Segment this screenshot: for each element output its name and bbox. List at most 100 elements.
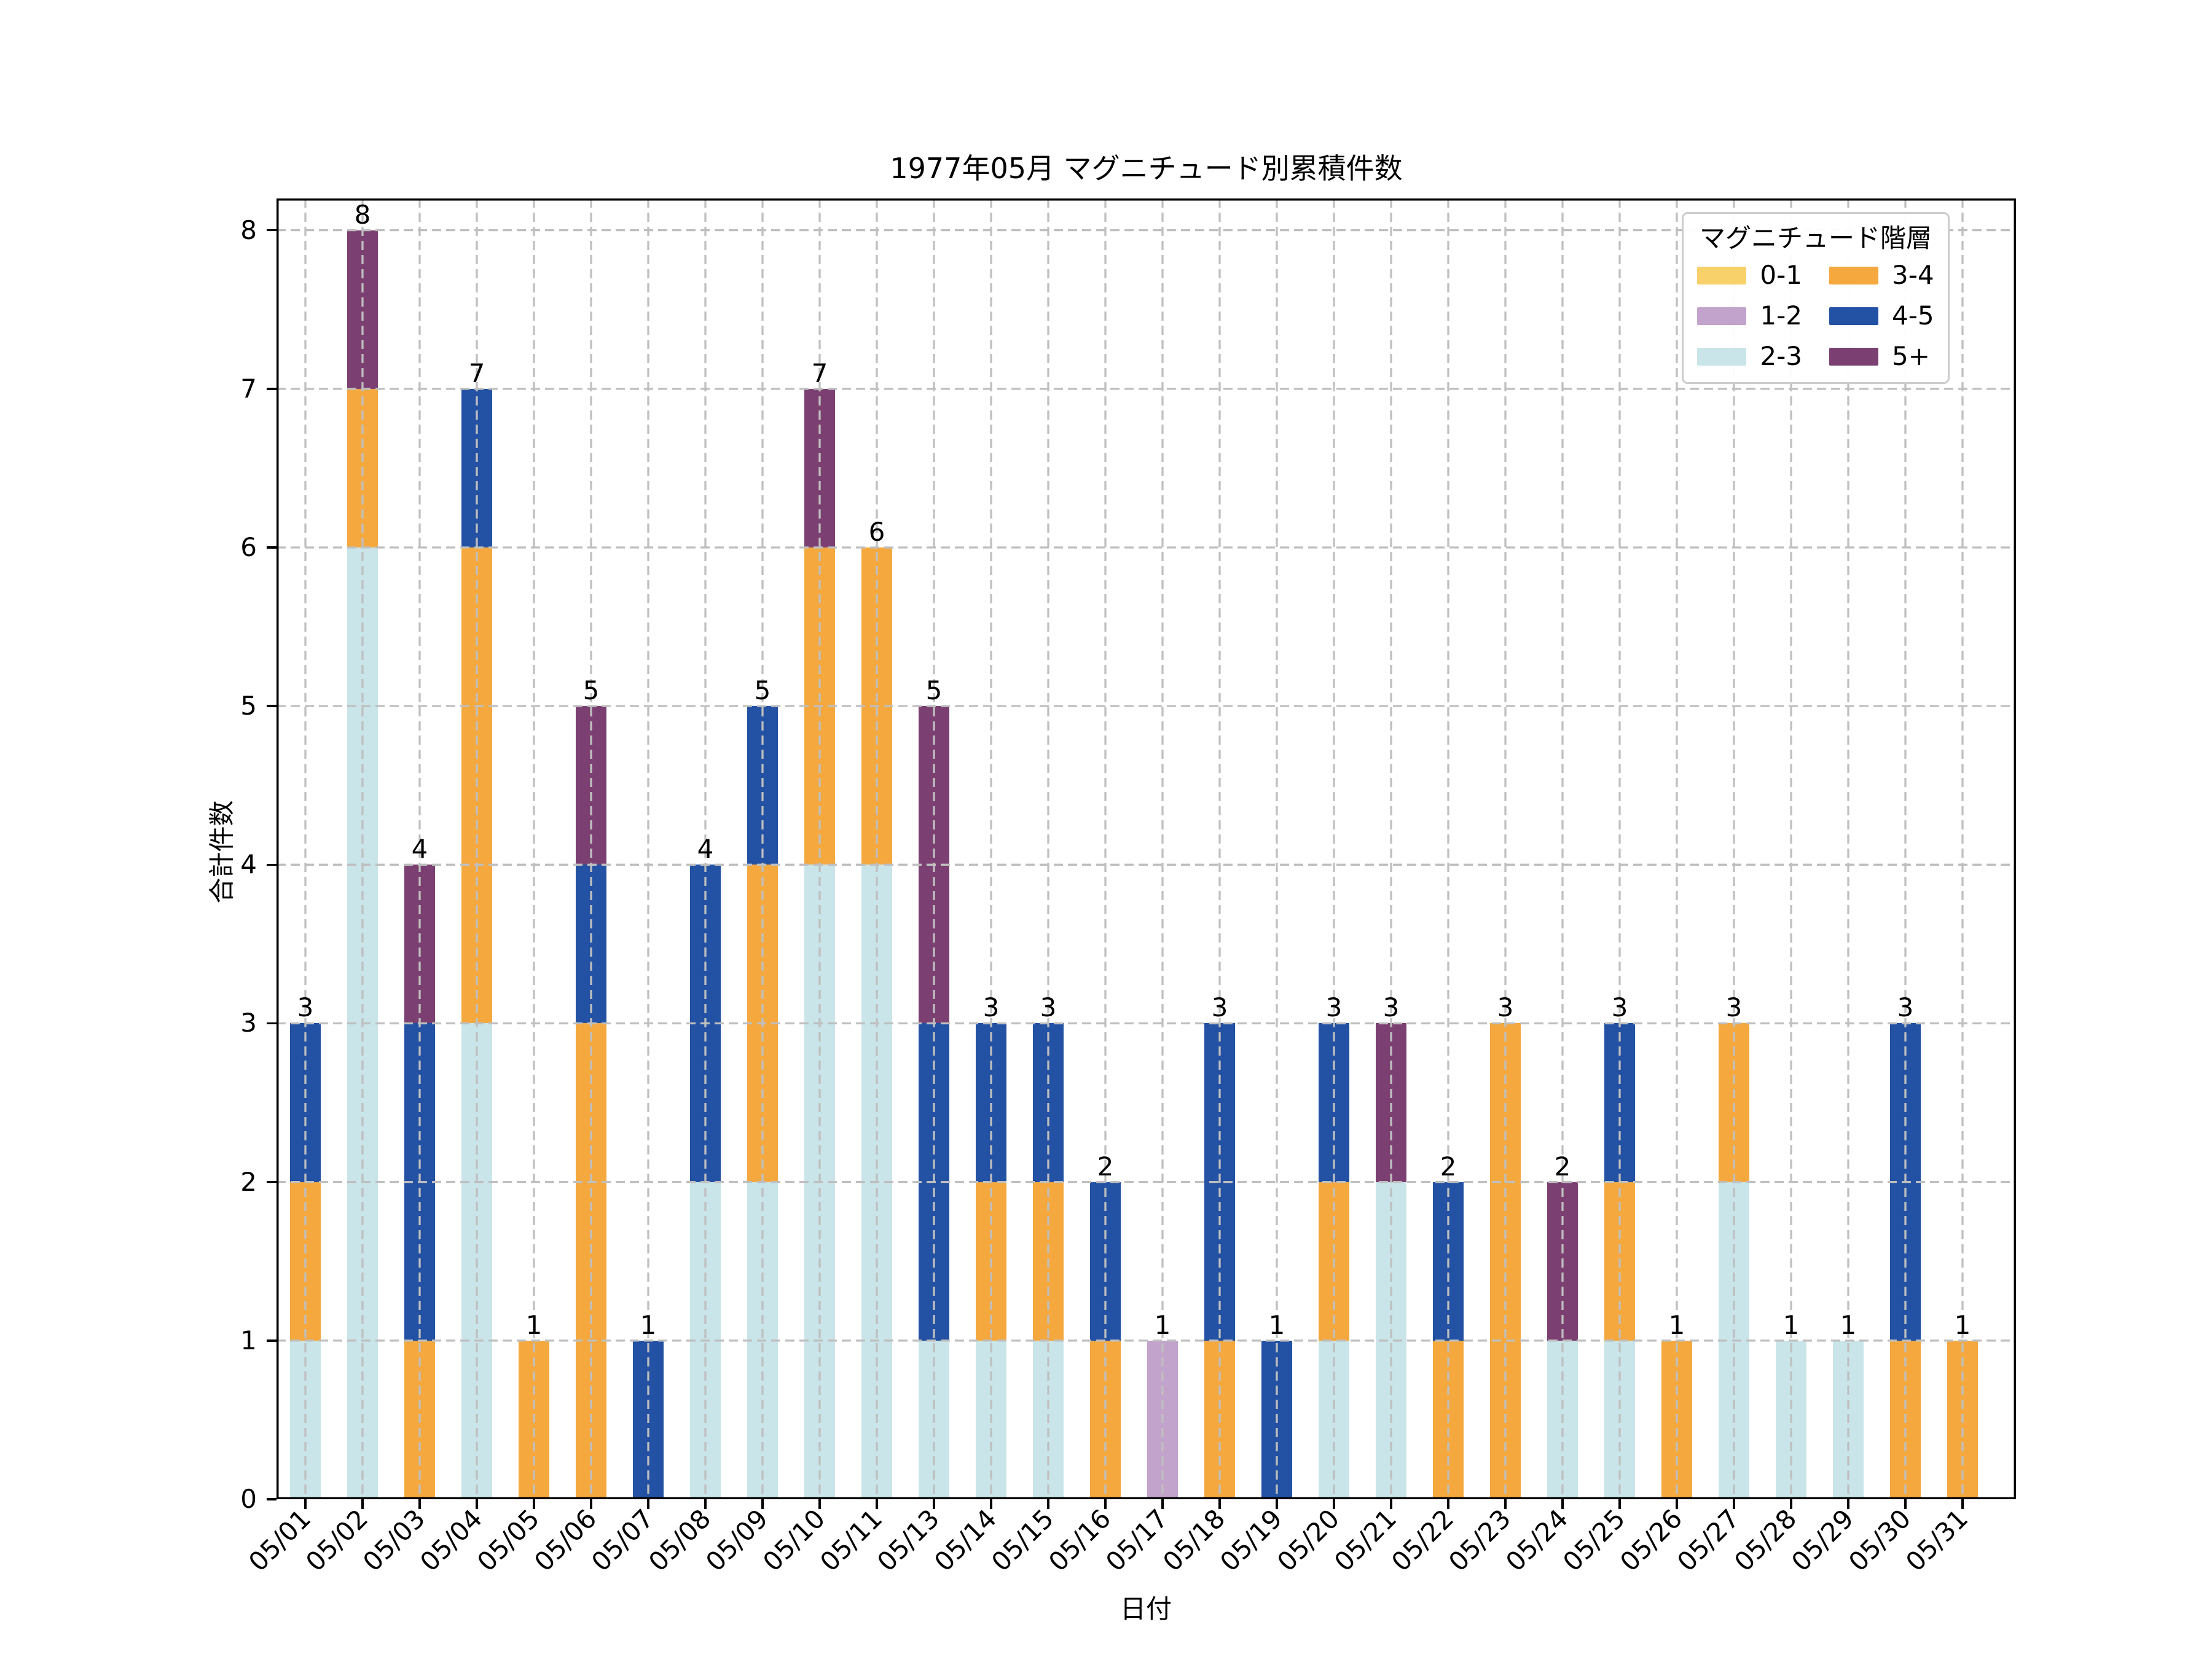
y-tick-label: 6	[240, 531, 257, 562]
y-tick-mark	[267, 1498, 276, 1500]
bar-total-label: 7	[811, 358, 828, 388]
x-tick-mark	[1161, 1499, 1164, 1509]
y-tick-label: 2	[240, 1166, 257, 1197]
x-tick-mark	[1218, 1499, 1221, 1509]
legend-label: 5+	[1892, 341, 1930, 371]
x-tick-mark	[1390, 1499, 1392, 1509]
y-tick-label: 4	[240, 849, 257, 880]
x-tick-mark	[476, 1499, 478, 1509]
legend-item-5+: 5+	[1829, 343, 1934, 370]
x-tick-mark	[990, 1499, 992, 1509]
y-tick-mark	[267, 705, 276, 707]
x-tick-mark	[418, 1499, 421, 1509]
bar-total-label: 1	[1668, 1309, 1685, 1340]
y-tick-label: 8	[240, 214, 257, 245]
bar-total-label: 5	[754, 675, 771, 706]
x-tick-mark	[818, 1499, 821, 1509]
y-tick-mark	[267, 1339, 276, 1342]
bar-total-label: 7	[468, 358, 485, 388]
y-tick-mark	[267, 546, 276, 549]
bar-total-label: 1	[1840, 1309, 1857, 1340]
y-tick-label: 7	[240, 373, 257, 404]
bar-total-label: 3	[297, 992, 314, 1023]
legend-swatch-icon	[1697, 347, 1747, 366]
y-tick-mark	[267, 863, 276, 866]
legend-label: 3-4	[1892, 260, 1934, 290]
bar-total-label: 2	[1097, 1151, 1114, 1182]
bar-total-label: 2	[1440, 1151, 1457, 1182]
bar-total-label: 3	[1325, 992, 1343, 1023]
x-tick-mark	[1847, 1499, 1849, 1509]
y-tick-mark	[267, 388, 276, 390]
bar-total-label: 1	[1154, 1309, 1171, 1340]
x-tick-mark	[533, 1499, 535, 1509]
legend-swatch-icon	[1829, 347, 1878, 366]
y-tick-mark	[267, 1022, 276, 1025]
legend-item-4-5: 4-5	[1829, 302, 1934, 329]
x-tick-mark	[1561, 1499, 1564, 1509]
y-tick-label: 0	[240, 1484, 257, 1514]
x-tick-mark	[1676, 1499, 1678, 1509]
x-tick-mark	[1447, 1499, 1449, 1509]
chart-title: 1977年05月 マグニチュード別累積件数	[890, 152, 1403, 185]
bar-labels-layer: 3 8 4 7 1 5 1 4 5 7 6 5 3 3 2 1 3 1 3 3 2 3 2 3 1 3 1 1 3 1	[276, 198, 2016, 1499]
x-tick-mark	[590, 1499, 592, 1509]
bar-total-label: 6	[868, 516, 885, 547]
y-axis-title: 合計件数	[206, 800, 237, 904]
legend: マグニチュード階層 0-1 1-2 2-3 3-4 4-5 5+	[1682, 212, 1950, 384]
x-tick-mark	[647, 1499, 649, 1509]
bar-total-label: 8	[354, 199, 371, 230]
x-tick-mark	[1104, 1499, 1107, 1509]
legend-label: 2-3	[1760, 341, 1802, 371]
bar-total-label: 4	[697, 834, 714, 865]
x-tick-mark	[761, 1499, 764, 1509]
bar-total-label: 3	[1497, 992, 1514, 1023]
legend-item-1-2: 1-2	[1697, 302, 1802, 329]
bar-total-label: 1	[640, 1309, 657, 1340]
legend-item-3-4: 3-4	[1829, 262, 1934, 289]
bar-total-label: 3	[1897, 992, 1914, 1023]
x-axis-title: 日付	[1120, 1594, 1172, 1624]
legend-swatch-icon	[1697, 266, 1747, 284]
y-tick-mark	[267, 1180, 276, 1183]
gridlines	[276, 198, 2016, 1499]
x-tick-mark	[933, 1499, 935, 1509]
legend-item-2-3: 2-3	[1697, 343, 1802, 370]
y-tick-label: 1	[240, 1325, 257, 1355]
bar-total-label: 1	[525, 1309, 543, 1340]
bar-total-label: 3	[1725, 992, 1743, 1023]
x-tick-mark	[1618, 1499, 1621, 1509]
x-tick-mark	[304, 1499, 307, 1509]
bar-total-label: 1	[1268, 1309, 1285, 1340]
bar-total-label: 3	[1211, 992, 1228, 1023]
bar-total-label: 3	[982, 992, 1000, 1023]
bar-total-label: 1	[1783, 1309, 1800, 1340]
x-tick-mark	[1733, 1499, 1735, 1509]
legend-swatch-icon	[1829, 307, 1878, 325]
legend-label: 1-2	[1760, 300, 1802, 331]
legend-label: 4-5	[1892, 300, 1934, 331]
legend-item-0-1: 0-1	[1697, 262, 1802, 289]
x-tick-mark	[1047, 1499, 1049, 1509]
legend-label: 0-1	[1760, 260, 1802, 290]
legend-items: 0-1 1-2 2-3 3-4 4-5 5+	[1696, 262, 1936, 370]
x-tick-mark	[1961, 1499, 1964, 1509]
bar-total-label: 5	[582, 675, 600, 706]
bar-total-label: 4	[411, 834, 428, 865]
x-tick-mark	[1504, 1499, 1507, 1509]
plot-area: 3 8 4 7 1 5 1 4 5 7 6 5 3 3 2 1 3 1 3 3 2 3 2 3 1 3 1 1 3 1	[276, 198, 2016, 1499]
bar-total-label: 3	[1040, 992, 1057, 1023]
bar-total-label: 3	[1382, 992, 1400, 1023]
y-tick-label: 3	[240, 1008, 257, 1038]
y-tick-label: 5	[240, 691, 257, 721]
bar-total-label: 2	[1554, 1151, 1571, 1182]
x-tick-mark	[704, 1499, 707, 1509]
legend-title: マグニチュード階層	[1699, 223, 1932, 253]
x-tick-mark	[361, 1499, 364, 1509]
x-tick-mark	[1904, 1499, 1907, 1509]
legend-swatch-icon	[1697, 307, 1747, 325]
y-tick-mark	[267, 229, 276, 232]
bar-total-label: 3	[1611, 992, 1628, 1023]
bar-total-label: 1	[1954, 1309, 1971, 1340]
